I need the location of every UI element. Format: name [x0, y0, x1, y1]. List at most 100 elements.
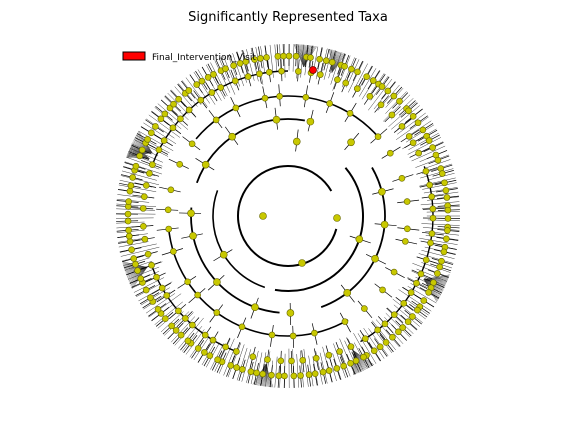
legend: Final_Intervention_Visit	[122, 51, 256, 63]
taxon-node	[124, 210, 132, 218]
taxon-node	[142, 182, 150, 189]
taxon-node	[333, 365, 341, 372]
leaf-branch	[193, 71, 216, 105]
taxon-node	[163, 292, 171, 299]
leaf-branch	[398, 289, 432, 312]
taxon-node	[176, 161, 184, 168]
taxon-node	[129, 174, 137, 181]
taxon-node	[222, 65, 229, 73]
taxon-node	[263, 54, 270, 61]
taxon-node	[217, 84, 225, 91]
cladogram-tree	[116, 44, 460, 388]
leaf-branch	[391, 105, 420, 130]
taxon-node	[160, 137, 168, 144]
leaf-branch	[210, 62, 228, 96]
leaf-branch	[241, 349, 252, 382]
leaf-branch	[431, 191, 459, 197]
taxon-node	[325, 367, 333, 374]
taxon-node	[201, 331, 209, 339]
leaf-branch	[205, 64, 225, 100]
branch-arc-level-3	[190, 207, 280, 314]
leaf-branch	[185, 329, 205, 355]
taxon-node	[165, 225, 173, 233]
leaf-branch	[373, 81, 396, 110]
taxon-node	[132, 162, 140, 170]
leaf-branch	[178, 317, 204, 349]
taxon-node	[354, 68, 361, 76]
leaf-branch	[174, 86, 193, 108]
taxon-node	[307, 54, 314, 61]
leaf-branch	[422, 182, 457, 190]
leaf-branch	[218, 58, 236, 95]
leaf-branch	[407, 137, 442, 155]
taxon-node	[417, 270, 425, 278]
taxon-node	[204, 74, 212, 81]
taxon-node	[193, 81, 201, 88]
taxon-node	[206, 352, 214, 359]
taxon-node	[298, 259, 306, 267]
taxon-node	[147, 294, 154, 301]
leaf-branch	[154, 107, 182, 130]
taxon-node	[175, 307, 182, 315]
taxon-node	[414, 306, 421, 314]
taxon-node	[404, 318, 412, 325]
leaf-branch	[388, 101, 417, 127]
taxon-node	[197, 96, 205, 104]
taxon-node	[413, 279, 420, 287]
leaf-branch	[116, 208, 155, 211]
leaf-branch	[319, 352, 328, 384]
taxon-node	[261, 94, 269, 102]
leaf-branch	[424, 159, 451, 169]
leaf-branch	[236, 347, 248, 381]
branch-spokes	[116, 44, 460, 388]
leaf-branch	[138, 281, 173, 302]
taxon-node	[164, 206, 172, 214]
taxon-node	[201, 349, 208, 356]
taxon-node	[185, 106, 193, 114]
taxon-node	[233, 348, 240, 355]
taxon-node	[157, 115, 165, 123]
leaf-branch	[412, 263, 449, 278]
leaf-branch	[120, 175, 160, 186]
leaf-branch	[133, 277, 165, 293]
taxon-node	[280, 52, 287, 60]
taxon-node	[140, 193, 148, 200]
taxon-node	[272, 115, 281, 124]
taxon-node	[177, 331, 185, 339]
taxon-node	[142, 286, 150, 294]
taxon-node	[177, 115, 184, 123]
taxon-node	[144, 136, 151, 143]
leaf-branch	[274, 356, 278, 388]
taxon-node	[251, 303, 259, 312]
taxon-node	[136, 152, 144, 160]
taxon-node	[403, 198, 411, 205]
taxon-node	[428, 230, 436, 237]
taxon-node	[341, 63, 348, 70]
taxon-node	[209, 336, 217, 344]
taxon-node	[125, 226, 132, 234]
taxon-node	[148, 129, 155, 137]
taxon-node	[306, 117, 315, 126]
leaf-branch	[392, 298, 423, 324]
taxon-node	[347, 343, 355, 350]
leaf-branch	[385, 312, 411, 338]
taxon-node	[426, 181, 433, 189]
taxon-node	[187, 209, 195, 218]
highlighted-taxon-node	[309, 66, 317, 74]
taxon-node	[422, 256, 430, 264]
taxon-node	[126, 238, 134, 245]
taxon-node	[347, 138, 355, 147]
leaf-branch	[124, 161, 162, 175]
leaf-branch	[339, 338, 355, 375]
leaf-branch	[116, 203, 157, 208]
taxon-node	[360, 353, 367, 361]
leaf-branch	[170, 316, 196, 343]
leaf-branch	[148, 114, 181, 138]
taxon-node	[162, 315, 169, 323]
taxon-node	[219, 250, 228, 259]
taxon-node	[389, 333, 396, 341]
leaf-branch	[119, 243, 157, 253]
leaf-branch	[423, 187, 458, 194]
taxon-node	[213, 309, 221, 316]
